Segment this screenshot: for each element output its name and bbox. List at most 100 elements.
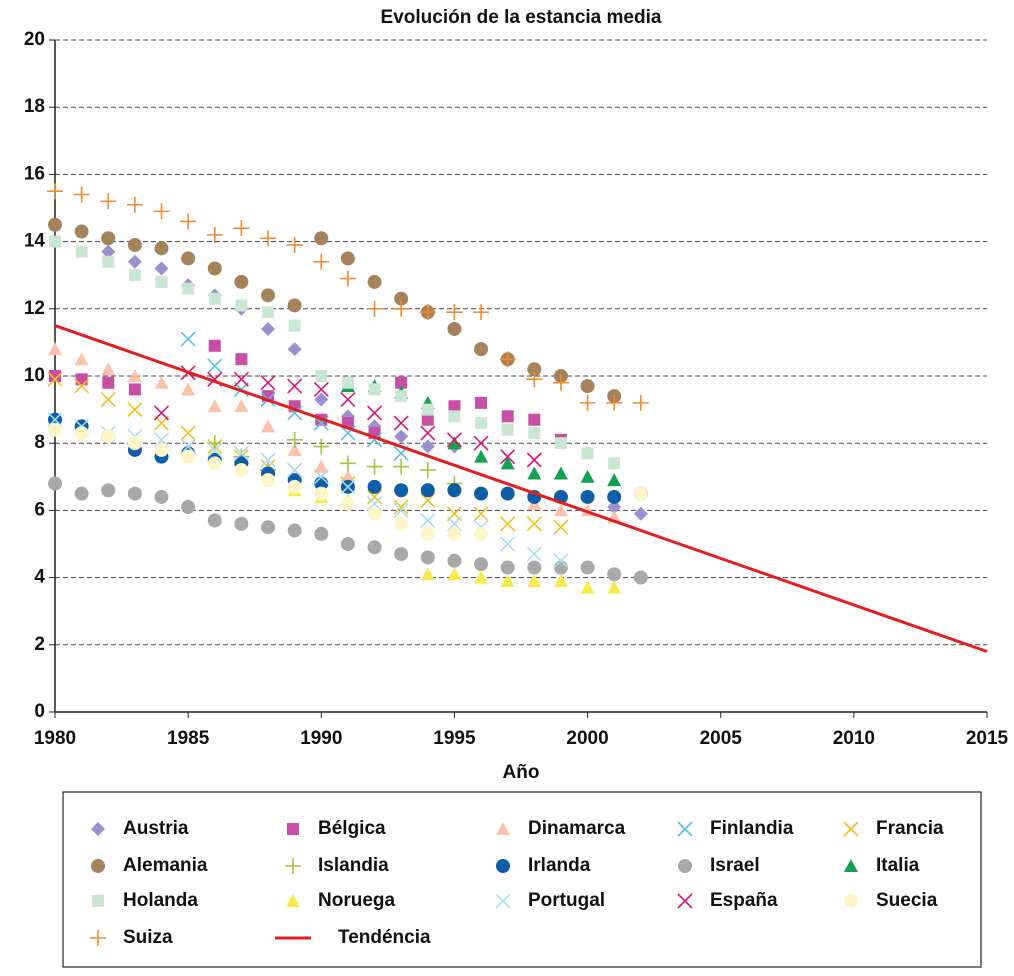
point: [474, 557, 489, 572]
point: [261, 321, 276, 336]
point: [607, 500, 622, 515]
point: [208, 339, 221, 352]
point: [499, 351, 516, 368]
point: [75, 245, 88, 258]
point: [127, 369, 142, 382]
point: [102, 376, 115, 389]
point: [154, 489, 169, 504]
point: [474, 342, 489, 357]
point: [287, 479, 302, 494]
point: [47, 412, 63, 428]
x-tick-label: 1985: [167, 728, 210, 749]
point: [500, 573, 515, 587]
point: [127, 402, 143, 418]
point: [580, 489, 595, 504]
point: [553, 560, 568, 575]
point: [633, 506, 648, 521]
point: [233, 445, 249, 461]
point: [395, 390, 408, 403]
point: [339, 455, 356, 472]
point: [314, 459, 329, 473]
point: [420, 492, 436, 508]
point: [500, 516, 516, 532]
legend-marker: [286, 894, 300, 907]
legend-label: Dinamarca: [528, 818, 626, 839]
legend-marker: [92, 895, 104, 907]
point: [47, 183, 63, 200]
point: [420, 425, 436, 441]
legend-marker: [844, 894, 858, 908]
point: [553, 466, 568, 480]
point: [553, 519, 569, 535]
point: [181, 500, 196, 515]
point: [74, 486, 89, 501]
point: [313, 438, 330, 455]
point: [261, 288, 276, 303]
point: [181, 382, 196, 396]
point: [73, 186, 90, 203]
point: [101, 231, 116, 246]
point: [473, 506, 489, 522]
point: [393, 458, 410, 475]
point: [366, 496, 383, 512]
point: [154, 241, 169, 256]
point: [446, 432, 462, 448]
point: [500, 456, 515, 470]
point: [128, 383, 141, 396]
point: [180, 213, 197, 230]
point: [207, 513, 222, 528]
point: [607, 567, 622, 582]
point: [446, 304, 463, 321]
point: [180, 425, 196, 441]
point: [474, 449, 489, 463]
point: [260, 230, 277, 247]
point: [286, 431, 303, 448]
point: [447, 436, 462, 450]
point: [153, 405, 170, 421]
point: [313, 469, 329, 485]
legend-label: Irlanda: [528, 855, 591, 876]
point: [367, 479, 382, 494]
legend-marker: [90, 930, 106, 946]
point: [366, 489, 383, 505]
point: [420, 550, 435, 565]
point: [526, 452, 542, 468]
point: [127, 486, 142, 501]
point: [182, 282, 195, 295]
point: [180, 438, 196, 455]
legend-label: Bélgica: [318, 818, 386, 839]
point: [473, 304, 490, 321]
point: [581, 447, 594, 460]
point: [500, 449, 516, 465]
point: [233, 220, 250, 237]
point: [393, 415, 409, 431]
point: [579, 394, 596, 411]
point: [340, 251, 355, 266]
point: [181, 251, 196, 266]
x-tick-label: 1990: [300, 728, 342, 749]
point: [393, 300, 410, 317]
point: [448, 410, 461, 423]
legend-marker: [677, 893, 693, 909]
point: [395, 376, 408, 389]
x-tick-label: 2015: [966, 728, 1009, 749]
point: [500, 536, 516, 552]
point: [207, 358, 223, 374]
point: [261, 520, 276, 535]
point: [74, 426, 89, 441]
legend-label: Noruega: [318, 890, 396, 911]
point: [126, 196, 143, 213]
point: [474, 526, 489, 541]
point: [101, 244, 116, 259]
point: [473, 435, 489, 451]
legend-label: Austria: [123, 818, 189, 839]
point: [261, 419, 276, 433]
point: [234, 463, 249, 478]
point: [180, 331, 196, 347]
point: [580, 379, 595, 394]
point: [207, 399, 222, 413]
point: [607, 489, 622, 504]
point: [101, 483, 116, 498]
point: [420, 439, 435, 454]
